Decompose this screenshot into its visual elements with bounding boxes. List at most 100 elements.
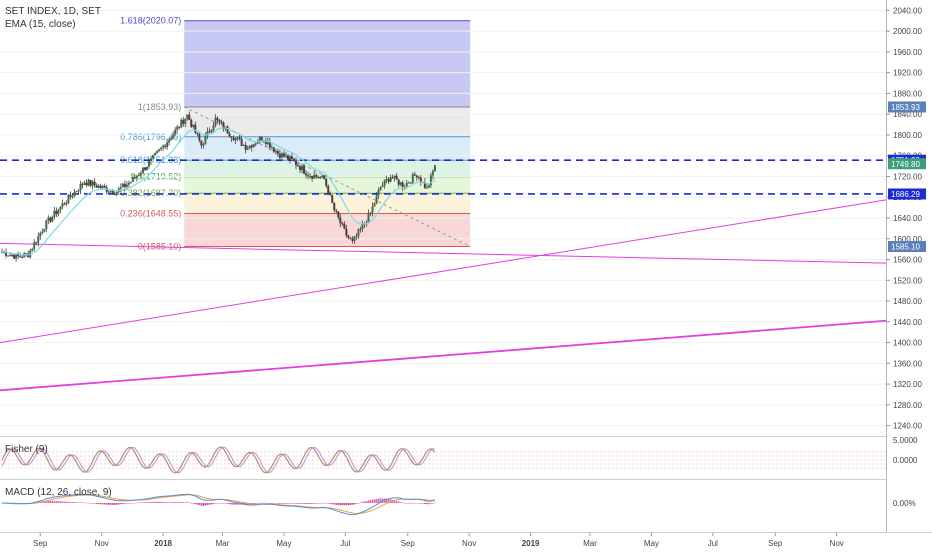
price-tick-label-12: 1560.00 [893, 256, 922, 265]
candle-body-20 [41, 231, 44, 234]
candle-body-54 [109, 190, 112, 192]
macd-histogram-bar-159 [321, 502, 323, 504]
macd-panel[interactable] [0, 479, 932, 533]
candle-body-178 [359, 228, 362, 230]
candle-body-83 [168, 139, 171, 143]
candle-body-67 [135, 175, 138, 178]
candle-body-142 [286, 155, 289, 160]
macd-histogram-bar-148 [299, 503, 301, 504]
candle-body-162 [327, 185, 330, 195]
macd-histogram-bar-112 [226, 503, 229, 504]
candle-body-45 [91, 181, 94, 186]
time-tick-label-11: Jul [708, 539, 718, 548]
macd-histogram-bar-191 [385, 498, 388, 503]
macd-histogram-bar-58 [118, 503, 120, 505]
candle-body-3 [7, 255, 10, 257]
candle-body-95 [192, 124, 195, 127]
ema-legend: EMA (15, close) [5, 19, 76, 30]
chart-legend[interactable]: SET INDEX, 1D, SET EMA (15, close) [5, 5, 101, 31]
macd-histogram-bar-79 [160, 501, 162, 503]
candle-body-12 [25, 253, 28, 255]
candle-body-46 [93, 181, 96, 186]
macd-histogram-bar-197 [397, 501, 400, 503]
fisher-panel[interactable] [0, 436, 932, 474]
price-badge-label-4: 1585.10 [891, 242, 920, 251]
macd-histogram-bar-164 [331, 503, 334, 505]
candle-body-62 [125, 184, 128, 187]
candle-body-89 [180, 119, 183, 128]
price-tick-label-15: 1440.00 [893, 318, 922, 327]
candle-body-159 [321, 175, 324, 178]
candle-body-123 [248, 145, 251, 149]
macd-histogram-bar-133 [269, 503, 271, 504]
macd-histogram-bar-156 [315, 503, 317, 504]
candle-body-119 [240, 139, 243, 146]
candle-body-40 [81, 183, 84, 185]
macd-histogram-bar-59 [120, 503, 122, 505]
time-tick-label-12: Sep [768, 539, 783, 548]
candle-body-60 [121, 183, 124, 188]
time-axis[interactable]: Sep Nov 2018 Mar May Jul Sep Nov 2019 Mar May Jul Se… [0, 533, 932, 550]
macd-histogram-bar-118 [238, 503, 241, 505]
fib-level-label-0: 1.618(2020.07) [120, 16, 181, 26]
candle-body-102 [206, 131, 209, 136]
candle-body-173 [349, 237, 352, 239]
price-gridlines [0, 9, 886, 427]
candle-body-164 [331, 194, 334, 203]
macd-histogram-bar-114 [230, 503, 233, 505]
candle-body-57 [115, 191, 118, 196]
candle-body-174 [351, 238, 354, 241]
candle-body-166 [335, 210, 338, 212]
macd-histogram-bar-178 [359, 502, 362, 503]
candle-body-42 [85, 182, 88, 186]
macd-histogram-bar-145 [293, 503, 295, 504]
candle-body-136 [274, 151, 277, 153]
candle-body-100 [202, 144, 205, 146]
macd-histogram-bar-183 [369, 500, 372, 503]
candle-body-24 [49, 217, 52, 222]
candle-body-183 [369, 212, 372, 214]
candle-body-155 [313, 175, 316, 179]
fisher-legend: Fisher (9) [5, 444, 48, 455]
macd-histogram-bar-93 [188, 502, 191, 504]
macd-histogram-bar-48 [97, 503, 100, 505]
drawing-lines[interactable] [0, 106, 887, 392]
macd-histogram-bar-122 [246, 503, 249, 505]
macd-histogram-bar-85 [172, 502, 174, 503]
candle-body-53 [107, 191, 110, 193]
price-tick-label-3: 1920.00 [893, 69, 922, 78]
candle-body-125 [252, 143, 255, 148]
macd-histogram-bar-127 [256, 503, 259, 504]
macd-histogram-bar-153 [309, 503, 311, 504]
candle-body-77 [156, 150, 159, 153]
candle-body-213 [429, 175, 432, 186]
candle-body-81 [164, 145, 167, 148]
time-tick-label-13: Nov [830, 539, 844, 548]
macd-histogram-bar-152 [307, 503, 309, 504]
macd-histogram-bar-66 [134, 502, 136, 504]
candle-body-28 [57, 210, 60, 215]
candle-body-176 [355, 236, 358, 238]
candle-body-127 [256, 141, 259, 144]
candle-body-193 [389, 177, 392, 182]
time-tick-label-9: Mar [583, 539, 597, 548]
price-tick-label-1: 2000.00 [893, 27, 922, 36]
macd-line [2, 493, 436, 516]
price-axis[interactable]: 2040.00 2000.00 1960.00 1920.00 1880.00 1840.… [886, 0, 932, 550]
macd-histogram-bar-165 [333, 503, 336, 505]
candle-body-158 [319, 177, 322, 179]
candle-body-16 [33, 242, 36, 250]
macd-histogram-bar-168 [339, 503, 342, 506]
candle-body-168 [339, 217, 342, 224]
candle-body-17 [35, 242, 38, 244]
candle-body-41 [83, 182, 86, 185]
candle-body-30 [61, 203, 64, 207]
macd-histogram-bar-63 [128, 503, 130, 504]
macd-histogram-bar-201 [405, 503, 408, 504]
macd-histogram-bar-30 [61, 501, 64, 503]
fibonacci-retracement[interactable]: 1.618(2020.07) 1(1853.93) 0.786(1796.49) 0.… [120, 16, 471, 252]
candle-body-191 [385, 179, 388, 181]
time-tick-label-4: May [276, 539, 291, 548]
